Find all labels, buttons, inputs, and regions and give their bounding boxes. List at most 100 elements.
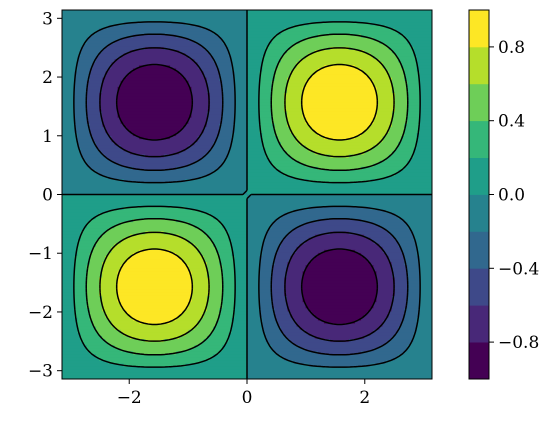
contour-band-cell bbox=[62, 212, 100, 217]
contour-band-cell bbox=[206, 265, 223, 269]
contour-band-cell bbox=[271, 274, 288, 279]
contour-band-cell bbox=[302, 99, 378, 103]
contour-band-cell bbox=[102, 77, 125, 82]
contour-band-cell bbox=[247, 317, 264, 322]
contour-band-cell bbox=[376, 105, 396, 110]
contour-band-cell bbox=[271, 93, 285, 97]
contour-band-cell bbox=[376, 111, 393, 116]
contour-band-cell bbox=[74, 262, 91, 266]
contour-band-cell bbox=[247, 299, 260, 303]
contour-line bbox=[99, 47, 395, 342]
contour-band-cell bbox=[89, 262, 103, 266]
contour-band-cell bbox=[287, 234, 316, 239]
contour-band-cell bbox=[416, 329, 432, 334]
contour-band-cell bbox=[419, 114, 432, 119]
contour-band-cell bbox=[401, 136, 418, 140]
contour-band-cell bbox=[213, 354, 248, 359]
contour-band-cell bbox=[317, 133, 362, 137]
contour-band-cell bbox=[234, 99, 248, 103]
contour-band-cell bbox=[247, 262, 260, 266]
contour-band-cell bbox=[219, 308, 236, 312]
contour-band-cell bbox=[287, 271, 304, 276]
contour-band-cell bbox=[280, 354, 399, 359]
contour-band-cell bbox=[247, 185, 432, 189]
contour-band-cell bbox=[262, 136, 279, 140]
contour-band-cell bbox=[74, 96, 88, 100]
contour-band-cell bbox=[419, 277, 432, 282]
contour-band-cell bbox=[234, 259, 248, 263]
contour-band-cell bbox=[191, 277, 211, 282]
contour-band-cell bbox=[419, 311, 432, 316]
contour-band-cell bbox=[407, 108, 421, 113]
contour-band-cell bbox=[280, 59, 301, 63]
contour-band-cell bbox=[367, 126, 390, 131]
contour-band-cell bbox=[62, 136, 79, 140]
contour-band-cell bbox=[302, 299, 378, 303]
contour-band-cell bbox=[111, 65, 140, 70]
contour-band-cell bbox=[99, 99, 119, 103]
contour-band-cell bbox=[117, 102, 193, 106]
contour-band-cell bbox=[259, 256, 276, 260]
contour-band-cell bbox=[308, 262, 371, 266]
contour-band-cell bbox=[206, 111, 223, 116]
contour-band-cell bbox=[86, 102, 100, 106]
contour-band-cell bbox=[247, 105, 260, 110]
contour-band-cell bbox=[169, 136, 199, 140]
contour-band-cell bbox=[262, 323, 279, 328]
colorbar-segment bbox=[469, 83, 489, 122]
contour-band-cell bbox=[271, 111, 288, 116]
contour-band-cell bbox=[247, 357, 285, 362]
contour-band-cell bbox=[404, 123, 421, 128]
contour-band-cell bbox=[274, 308, 288, 312]
contour-band-cell bbox=[86, 108, 100, 113]
contour-band-cell bbox=[86, 295, 103, 300]
contour-band-cell bbox=[123, 363, 186, 368]
contour-band-cell bbox=[404, 259, 421, 263]
contour-band-cell bbox=[247, 339, 267, 343]
contour-band-cell bbox=[129, 129, 180, 134]
contour-band-cell bbox=[228, 46, 248, 51]
contour-band-cell bbox=[299, 40, 381, 45]
contour-band-cell bbox=[62, 19, 248, 23]
contour-band-cell bbox=[247, 252, 264, 257]
contour-band-cell bbox=[62, 120, 75, 125]
contour-band-cell bbox=[86, 286, 100, 291]
contour-band-cell bbox=[228, 335, 248, 340]
contour-band-cell bbox=[206, 274, 223, 279]
contour-band-cell bbox=[222, 114, 236, 119]
contour-band-cell bbox=[92, 139, 112, 143]
contour-band-cell bbox=[102, 117, 122, 122]
contour-band-cell bbox=[413, 332, 432, 337]
contour-band-cell bbox=[179, 49, 208, 54]
contour-band-cell bbox=[117, 96, 193, 100]
contour-band-cell bbox=[314, 129, 365, 134]
contour-band-cell bbox=[293, 25, 387, 30]
contour-band-cell bbox=[89, 133, 109, 137]
contour-band-cell bbox=[203, 74, 220, 79]
contour-band-cell bbox=[206, 117, 223, 122]
contour-band-cell bbox=[234, 123, 248, 128]
contour-band-cell bbox=[111, 249, 140, 254]
contour-band-cell bbox=[197, 249, 217, 254]
contour-band-cell bbox=[62, 185, 248, 189]
contour-band-cell bbox=[404, 129, 421, 134]
contour-band-cell bbox=[74, 271, 88, 276]
contour-band-cell bbox=[302, 271, 378, 276]
contour-band-cell bbox=[416, 317, 432, 322]
contour-band-cell bbox=[222, 86, 236, 91]
colorbar-segment bbox=[469, 157, 489, 195]
contour-band-cell bbox=[234, 311, 248, 316]
contour-band-cell bbox=[197, 323, 217, 328]
contour-band-cell bbox=[188, 240, 214, 245]
contour-band-cell bbox=[62, 351, 91, 356]
contour-band-cell bbox=[398, 56, 418, 60]
contour-band-cell bbox=[419, 102, 432, 106]
contour-band-cell bbox=[271, 83, 288, 88]
contour-band-cell bbox=[62, 360, 109, 365]
contour-band-cell bbox=[416, 59, 432, 63]
contour-band-cell bbox=[222, 274, 236, 279]
contour-band-cell bbox=[206, 83, 223, 88]
contour-band-cell bbox=[176, 317, 202, 322]
contour-band-cell bbox=[102, 123, 125, 128]
contour-band-cell bbox=[234, 105, 248, 110]
